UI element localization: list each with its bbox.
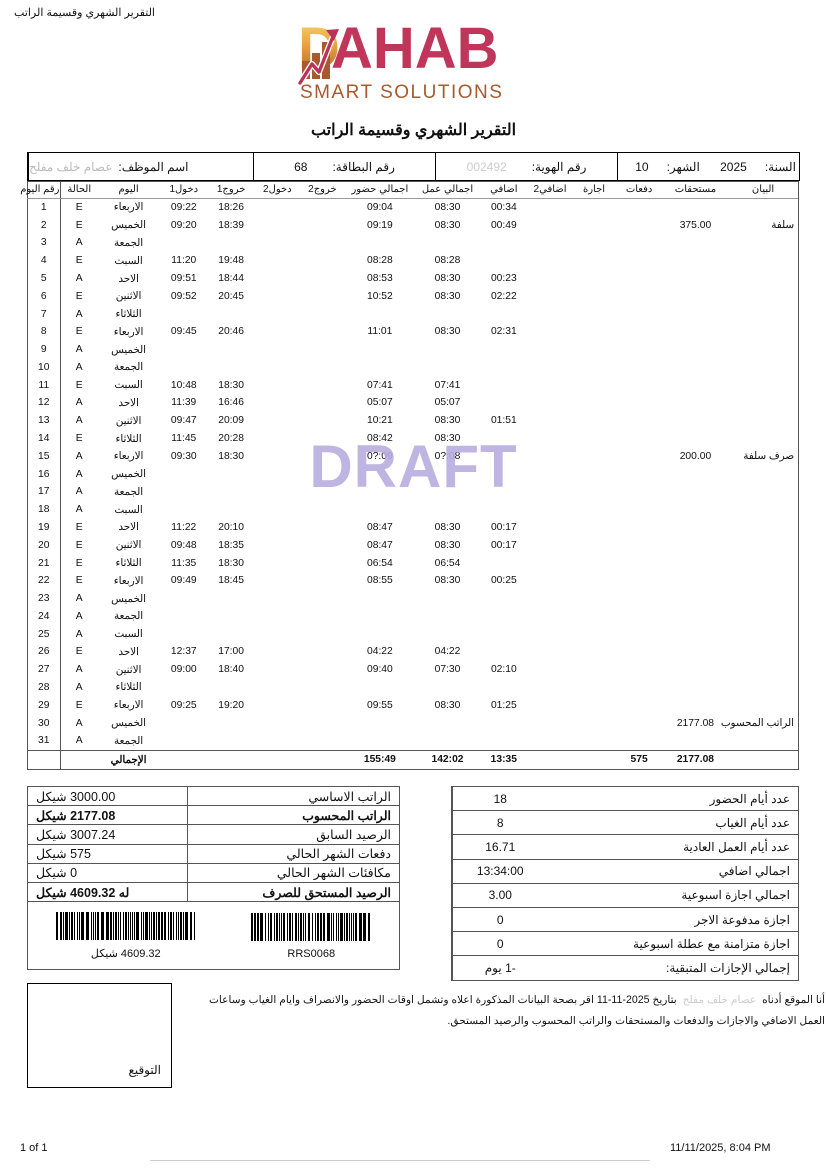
svg-text:SMART SOLUTIONS: SMART SOLUTIONS — [300, 82, 503, 103]
svg-text:AHAB: AHAB — [331, 18, 499, 81]
